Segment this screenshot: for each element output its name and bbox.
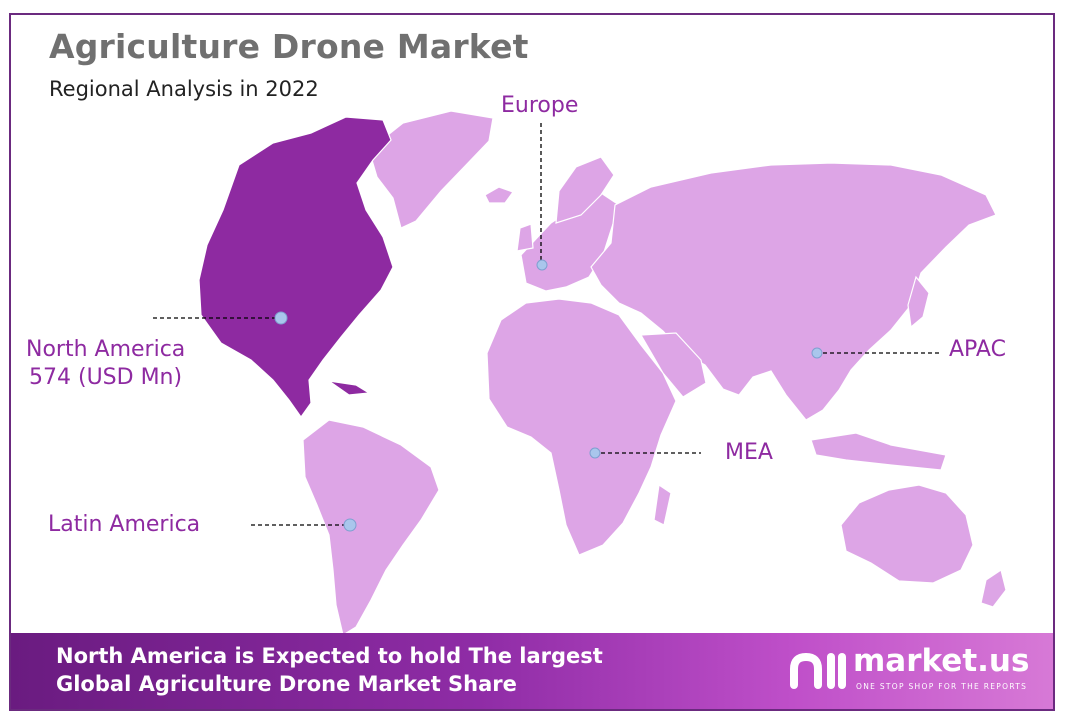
north-america-shape (198, 116, 394, 419)
arabia-shape (639, 332, 707, 398)
market-us-logo-icon (790, 652, 846, 689)
infographic-frame: Agriculture Drone Market Regional Analys… (9, 13, 1055, 711)
mea-marker (589, 447, 601, 459)
europe-marker (536, 259, 548, 271)
cuba-shape (328, 380, 371, 396)
latin-america-marker (343, 518, 357, 532)
footer-line-2: Global Agriculture Drone Market Share (56, 672, 517, 696)
scandinavia-shape (555, 156, 615, 224)
north-america-marker (274, 311, 288, 325)
label-apac: APAC (949, 337, 1006, 362)
label-north-america-value: 574 (USD Mn) (29, 365, 183, 390)
brand-tagline: ONE STOP SHOP FOR THE REPORTS (856, 682, 1028, 691)
africa-shape (486, 298, 677, 556)
footer-line-1: North America is Expected to hold The la… (56, 644, 603, 668)
indonesia-shape (810, 432, 947, 471)
page-title: Agriculture Drone Market (49, 27, 529, 66)
madagascar-shape (653, 483, 672, 526)
page-subtitle: Regional Analysis in 2022 (49, 77, 319, 101)
label-europe: Europe (501, 93, 579, 118)
new-zealand-shape (980, 569, 1007, 608)
apac-marker (811, 347, 823, 359)
japan-shape (907, 275, 930, 329)
south-america-shape (302, 419, 440, 635)
label-north-america: North America (26, 337, 186, 362)
leader-lines (153, 123, 939, 526)
greenland-shape (368, 110, 494, 229)
region-markers (274, 259, 823, 532)
label-mea: MEA (725, 440, 773, 465)
iceland-shape (484, 186, 514, 204)
label-latin-america: Latin America (48, 512, 201, 537)
footer-text: North America is Expected to hold The la… (56, 642, 696, 698)
footer-banner: North America is Expected to hold The la… (11, 633, 1053, 709)
uk-shape (516, 223, 534, 252)
world-map (153, 110, 1007, 635)
australia-shape (840, 484, 974, 584)
brand-name: market.us (853, 643, 1030, 679)
